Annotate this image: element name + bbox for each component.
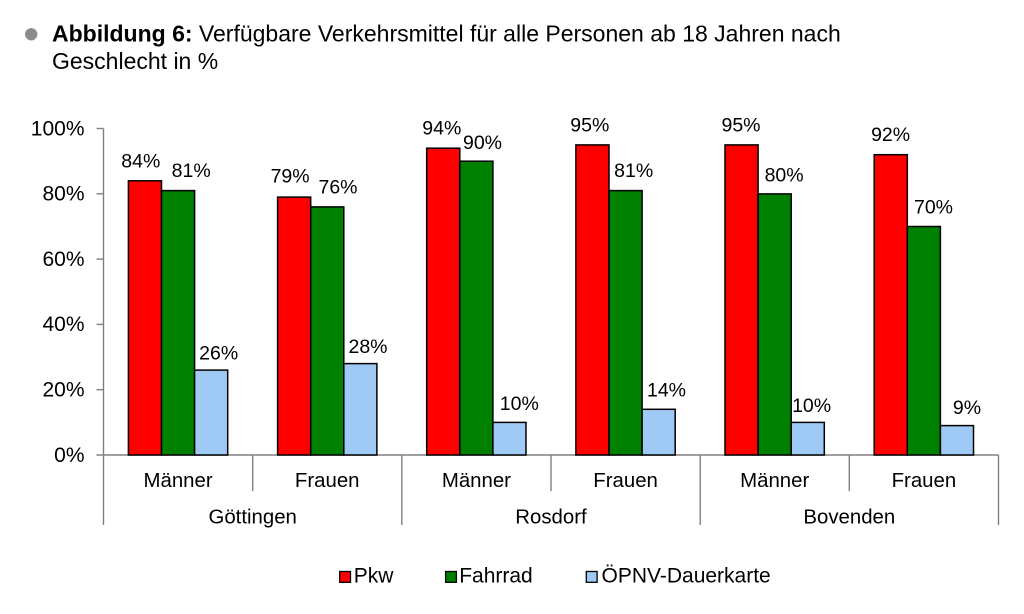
svg-text:Frauen: Frauen [295,470,360,492]
svg-text:Göttingen: Göttingen [208,507,296,529]
svg-text:94%: 94% [422,118,461,140]
svg-text:40%: 40% [42,313,84,336]
svg-text:26%: 26% [199,343,238,365]
svg-text:28%: 28% [348,336,387,358]
svg-text:80%: 80% [42,183,84,206]
svg-text:Geschlecht in %: Geschlecht in % [52,48,218,74]
svg-text:Bovenden: Bovenden [803,507,895,529]
svg-text:10%: 10% [500,393,539,415]
svg-text:76%: 76% [318,176,357,198]
svg-text:Frauen: Frauen [892,470,957,492]
svg-text:70%: 70% [914,197,953,219]
svg-text:Frauen: Frauen [593,470,658,492]
svg-text:10%: 10% [792,395,831,417]
svg-text:90%: 90% [463,132,502,154]
svg-text:20%: 20% [42,379,84,402]
svg-text:92%: 92% [871,124,910,146]
svg-text:Fahrrad: Fahrrad [459,565,533,588]
svg-text:Männer: Männer [144,470,213,492]
svg-text:81%: 81% [172,160,211,182]
svg-text:84%: 84% [121,150,160,172]
svg-text:Abbildung 6: Verfügbare Verkeh: Abbildung 6: Verfügbare Verkehrsmittel f… [52,21,841,47]
svg-text:95%: 95% [570,114,609,136]
svg-text:Männer: Männer [442,470,511,492]
svg-text:0%: 0% [54,444,84,467]
svg-text:ÖPNV-Dauerkarte: ÖPNV-Dauerkarte [602,565,771,588]
svg-text:79%: 79% [271,166,310,188]
svg-text:Pkw: Pkw [354,565,395,588]
svg-text:60%: 60% [42,248,84,271]
svg-text:81%: 81% [614,160,653,182]
svg-text:9%: 9% [953,397,981,419]
svg-text:14%: 14% [647,380,686,402]
svg-text:Rosdorf: Rosdorf [515,507,587,529]
svg-text:95%: 95% [721,114,760,136]
svg-text:80%: 80% [765,165,804,187]
svg-text:100%: 100% [31,117,85,140]
svg-text:Männer: Männer [740,470,809,492]
